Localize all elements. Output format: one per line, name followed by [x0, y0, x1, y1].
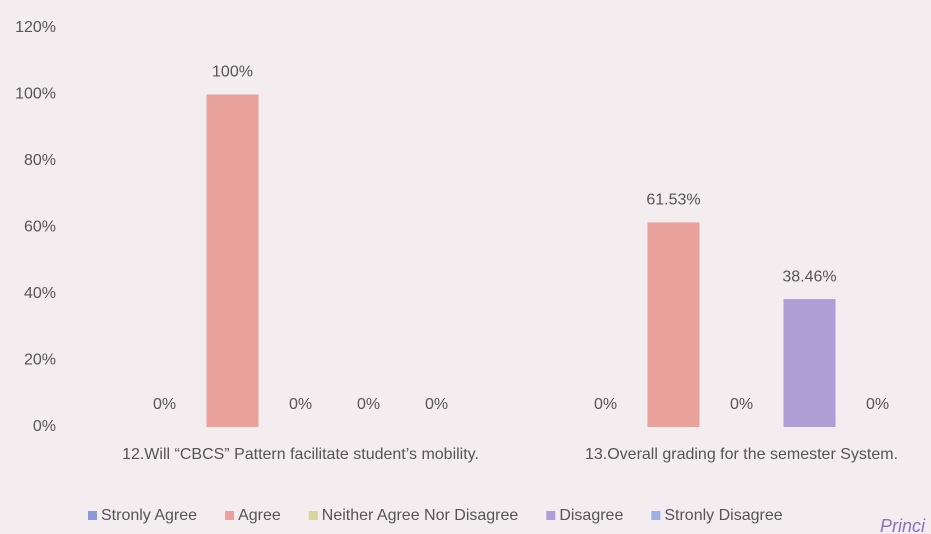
- y-tick-label: 100%: [15, 86, 56, 103]
- value-label: 0%: [594, 396, 617, 413]
- value-label: 100%: [212, 64, 253, 81]
- value-label: 0%: [289, 396, 312, 413]
- x-tick-label: 12.Will “CBCS” Pattern facilitate studen…: [122, 446, 479, 463]
- value-label: 0%: [866, 396, 889, 413]
- legend-label: Neither Agree Nor Disagree: [322, 507, 519, 524]
- y-tick-label: 40%: [24, 285, 56, 302]
- legend-label: Disagree: [559, 507, 623, 524]
- value-label: 0%: [153, 396, 176, 413]
- bar: [206, 94, 259, 427]
- legend-swatch: [546, 511, 556, 520]
- y-tick-label: 60%: [24, 219, 56, 236]
- value-label: 0%: [730, 396, 753, 413]
- legend-swatch: [88, 511, 97, 520]
- legend-swatch: [225, 511, 235, 520]
- bar: [647, 222, 700, 427]
- y-tick-label: 120%: [15, 19, 56, 36]
- legend-swatch: [651, 511, 661, 520]
- legend-label: Stronly Disagree: [664, 507, 782, 524]
- x-tick-label: 13.Overall grading for the semester Syst…: [585, 446, 898, 463]
- y-tick-label: 20%: [24, 352, 56, 369]
- y-tick-label: 80%: [24, 152, 56, 169]
- bar: [783, 299, 836, 427]
- value-label: 61.53%: [646, 192, 700, 209]
- legend-label: Stronly Agree: [101, 507, 197, 524]
- annotation: Princi: [880, 516, 926, 534]
- value-label: 0%: [425, 396, 448, 413]
- y-tick-label: 0%: [33, 418, 56, 435]
- legend-swatch: [308, 511, 318, 520]
- legend-label: Agree: [238, 507, 281, 524]
- value-label: 0%: [357, 396, 380, 413]
- value-label: 38.46%: [782, 268, 836, 285]
